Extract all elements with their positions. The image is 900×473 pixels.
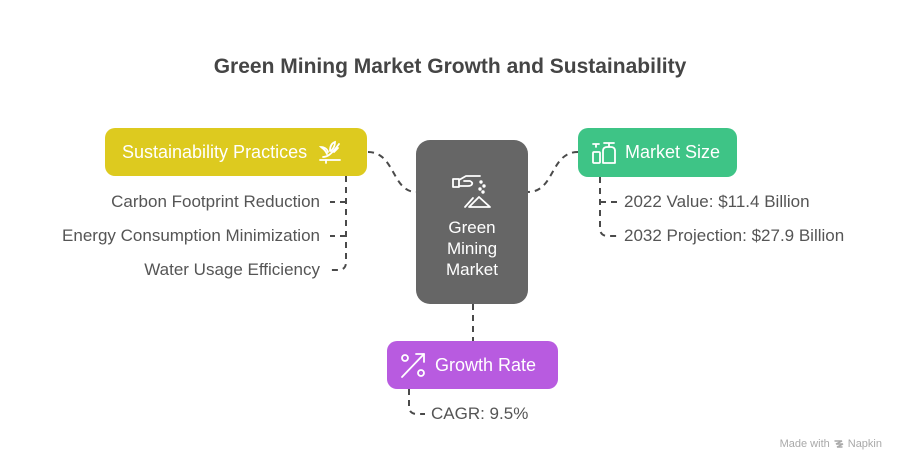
percent-arrow-icon <box>399 351 427 379</box>
center-label-line-2: Mining <box>446 238 498 258</box>
sustainability-item-3: Water Usage Efficiency <box>144 260 320 279</box>
sustainability-item-1: Carbon Footprint Reduction <box>111 192 320 211</box>
market-size-item-1: 2022 Value: $11.4 Billion <box>624 192 810 211</box>
market-size-item-2: 2032 Projection: $27.9 Billion <box>624 226 845 245</box>
center-label-line-3: Market <box>446 259 498 279</box>
size-measure-icon <box>591 140 617 166</box>
diagram-title: Green Mining Market Growth and Sustainab… <box>213 55 687 78</box>
hand-sprinkling-on-mound-icon <box>450 171 494 211</box>
plant-sprout-icon <box>317 139 343 165</box>
growth-rate-item-1: CAGR: 9.5% <box>431 404 529 423</box>
market-size-node: Market Size <box>578 128 737 177</box>
green-mining-market-node: Green Mining Market <box>416 140 528 304</box>
made-with-napkin-footer: Made with Napkin <box>780 438 882 450</box>
sustainability-item-2: Energy Consumption Minimization <box>62 226 320 245</box>
sustainability-practices-node: Sustainability Practices <box>105 128 367 176</box>
footer-text: Made with <box>779 438 830 450</box>
market-size-label: Market Size <box>625 142 721 162</box>
napkin-logo-icon <box>834 439 844 449</box>
growth-rate-node: Growth Rate <box>387 341 558 389</box>
center-label-line-1: Green <box>448 217 496 237</box>
sustainability-practices-label: Sustainability Practices <box>122 141 308 162</box>
footer-brand: Napkin <box>847 438 882 450</box>
growth-rate-label: Growth Rate <box>435 354 537 375</box>
